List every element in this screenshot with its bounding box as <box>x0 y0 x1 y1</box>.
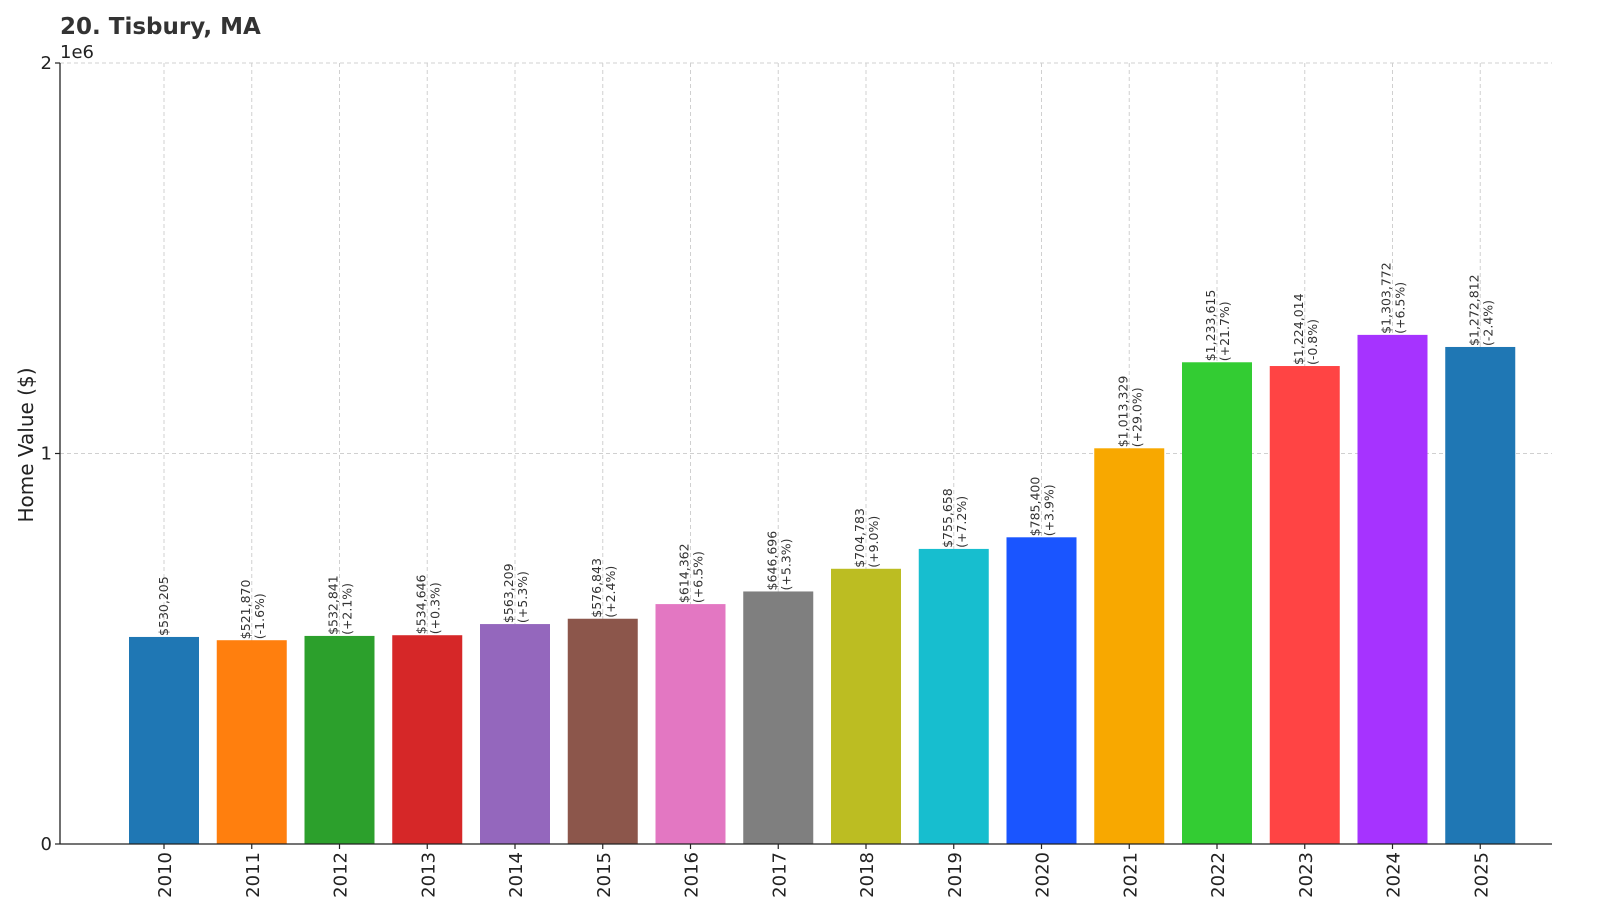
bar-2010 <box>129 636 199 844</box>
bar-2021 <box>1094 448 1165 844</box>
bar-value-text: $1,233,615 <box>1203 290 1218 362</box>
x-tick-label: 2012 <box>331 852 352 898</box>
bar-value-label: $534,646(+0.3%) <box>413 575 442 635</box>
bar-change-text: (-0.8%) <box>1305 319 1320 365</box>
axes: 0 1 2 2010 2011 2012 2013 2014 2015 2016 2017 2018 2… <box>41 53 1552 898</box>
bar-value-label: $1,224,014(-0.8%) <box>1291 293 1320 365</box>
y-tick-label: 0 <box>41 834 52 855</box>
y-axis-label: Home Value ($) <box>14 367 38 522</box>
y-tick-label: 1 <box>41 444 52 465</box>
x-tick-label: 2010 <box>155 852 176 898</box>
x-tick-label: 2018 <box>857 852 878 898</box>
bar-value-label: $532,841(+2.1%) <box>326 575 355 635</box>
bar-2012 <box>304 635 375 844</box>
bar-value-label: $1,013,329(+29.0%) <box>1115 376 1144 448</box>
bar-2024 <box>1357 334 1428 844</box>
bar-change-text: (+29.0%) <box>1129 387 1144 447</box>
bar-2011 <box>216 640 287 844</box>
x-tick-label: 2014 <box>506 852 527 898</box>
bar-2016 <box>655 604 726 844</box>
x-tick-label: 2024 <box>1384 852 1405 898</box>
bar-value-text: $646,696 <box>764 531 779 591</box>
bar-value-text: $532,841 <box>326 575 341 635</box>
bar-change-text: (+0.3%) <box>427 582 442 634</box>
bar-change-text: (-2.4%) <box>1480 300 1495 346</box>
bar-value-label: $563,209(+5.3%) <box>501 563 530 623</box>
bar-value-label: $1,233,615(+21.7%) <box>1203 290 1232 362</box>
bar-value-text: $521,870 <box>238 580 253 640</box>
bar-value-label: $576,843(+2.4%) <box>589 558 618 618</box>
y-axis-multiplier: 1e6 <box>60 42 94 63</box>
bar-value-text: $576,843 <box>589 558 604 618</box>
bar-2015 <box>567 618 638 844</box>
bar-value-text: $1,303,772 <box>1379 262 1394 334</box>
bar-value-text: $1,272,812 <box>1466 274 1481 346</box>
x-tick-label: 2021 <box>1120 852 1141 898</box>
x-tick-label: 2011 <box>243 852 264 898</box>
bar-value-text: $704,783 <box>852 508 867 568</box>
x-tick-label: 2016 <box>682 852 703 898</box>
bar-change-text: (+2.4%) <box>603 566 618 618</box>
bar-change-text: (+6.5%) <box>691 551 706 603</box>
x-tick-label: 2015 <box>594 852 615 898</box>
bar-change-text: (+2.1%) <box>340 583 355 635</box>
bars <box>129 334 1516 844</box>
grid <box>60 62 1552 844</box>
bar-2014 <box>480 624 550 844</box>
bar-2020 <box>1006 537 1077 844</box>
bar-change-text: (+5.3%) <box>778 538 793 590</box>
bar-change-text: (+6.5%) <box>1393 282 1408 334</box>
x-tick-label: 2022 <box>1208 852 1229 898</box>
bar-value-label: $521,870(-1.6%) <box>238 580 267 640</box>
bar-value-label: $614,362(+6.5%) <box>677 543 706 603</box>
bar-value-label: $755,658(+7.2%) <box>940 488 969 548</box>
bar-value-label: $1,303,772(+6.5%) <box>1379 262 1408 334</box>
bar-2022 <box>1182 362 1252 844</box>
bar-2018 <box>831 568 901 844</box>
bar-value-label: $785,400(+3.9%) <box>1028 477 1057 537</box>
bar-value-label: $530,205 <box>156 576 171 636</box>
x-tick-label: 2017 <box>769 852 790 898</box>
bar-value-text: $534,646 <box>413 575 428 635</box>
bar-value-text: $1,013,329 <box>1115 376 1130 448</box>
bar-2019 <box>918 548 989 844</box>
bar-2013 <box>392 635 463 844</box>
bar-value-label: $646,696(+5.3%) <box>764 531 793 591</box>
bar-2023 <box>1269 366 1340 844</box>
chart-title: 20. Tisbury, MA <box>60 14 261 40</box>
bar-change-text: (+5.3%) <box>515 571 530 623</box>
bar-labels: $530,205 $521,870(-1.6%) $532,841(+2.1%) $5… <box>156 262 1495 639</box>
bar-value-text: $530,205 <box>156 576 171 636</box>
bar-value-text: $755,658 <box>940 488 955 548</box>
x-tick-label: 2025 <box>1471 852 1492 898</box>
x-tick-label: 2013 <box>418 852 439 898</box>
bar-value-text: $614,362 <box>677 543 692 603</box>
y-tick-label: 2 <box>41 53 52 74</box>
bar-change-text: (+9.0%) <box>866 516 881 568</box>
x-tick-label: 2020 <box>1033 852 1054 898</box>
bar-change-text: (+3.9%) <box>1042 484 1057 536</box>
bar-change-text: (+7.2%) <box>954 496 969 548</box>
bar-value-text: $1,224,014 <box>1291 293 1306 365</box>
x-tick-label: 2019 <box>945 852 966 898</box>
bar-value-text: $785,400 <box>1028 477 1043 537</box>
bar-2017 <box>743 591 814 844</box>
bar-value-label: $1,272,812(-2.4%) <box>1466 274 1495 346</box>
bar-2025 <box>1445 346 1516 844</box>
bar-value-label: $704,783(+9.0%) <box>852 508 881 568</box>
bar-value-text: $563,209 <box>501 563 516 623</box>
bar-change-text: (-1.6%) <box>252 593 267 639</box>
x-tick-label: 2023 <box>1296 852 1317 898</box>
bar-change-text: (+21.7%) <box>1217 301 1232 361</box>
